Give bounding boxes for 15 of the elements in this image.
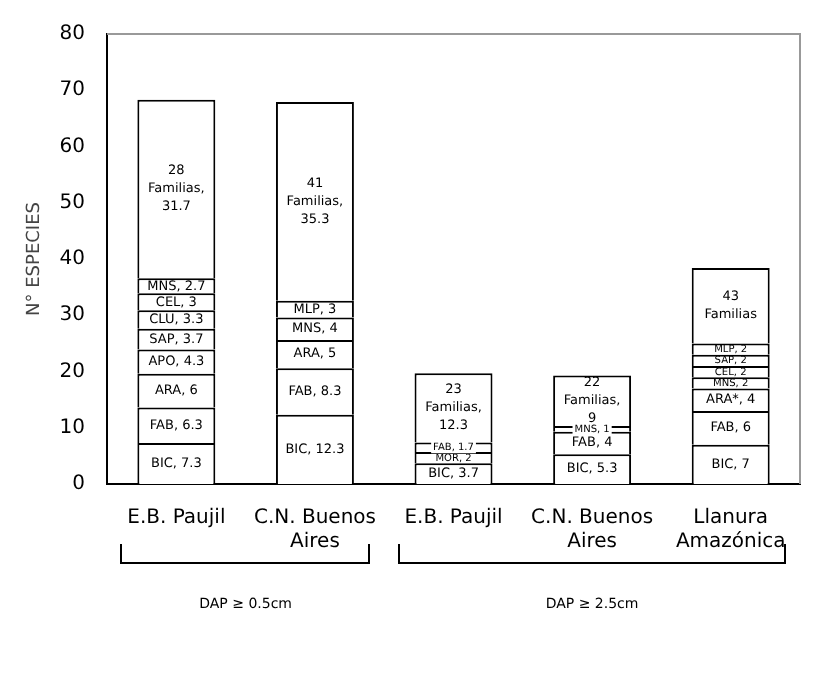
y-tick-label: 30 <box>59 304 86 327</box>
x-tick-label: C.N. Buenos Aires <box>531 507 654 554</box>
y-tick-label: 40 <box>59 248 86 271</box>
y-tick-label: 50 <box>59 191 86 214</box>
y-tick-label: 0 <box>72 473 86 496</box>
x-tick-label: E.B. Paujil <box>127 507 226 530</box>
x-tick-label: C.N. Buenos Aires <box>253 507 376 554</box>
y-axis-title: N° ESPECIES <box>25 201 46 316</box>
x-tick-label: E.B. Paujil <box>404 507 503 530</box>
y-tick-label: 60 <box>59 135 86 158</box>
x-tick-label: Llanura Amazónica <box>675 507 786 554</box>
y-tick-label: 10 <box>59 416 86 439</box>
y-tick-label: 80 <box>59 23 86 46</box>
y-tick-label: 20 <box>59 360 86 383</box>
y-tick-label: 70 <box>59 79 86 102</box>
